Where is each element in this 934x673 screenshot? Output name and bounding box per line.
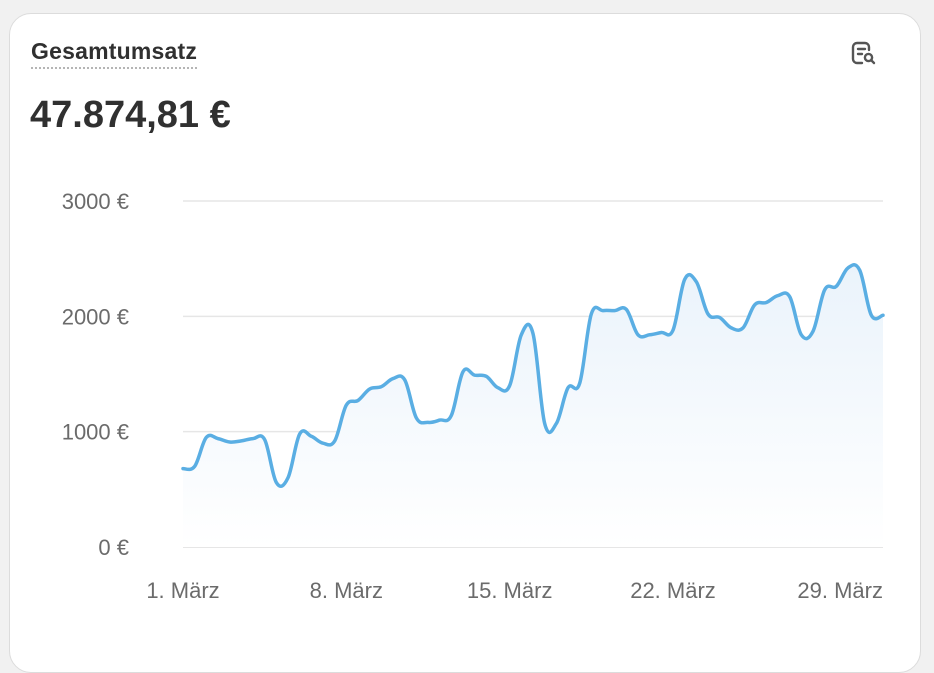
card-title[interactable]: Gesamtumsatz (31, 37, 198, 69)
x-tick-label: 8. März (310, 578, 383, 603)
y-tick-label: 3000 € (62, 189, 129, 214)
x-tick-label: 1. März (146, 578, 219, 603)
x-tick-label: 22. März (630, 578, 716, 603)
sales-chart: 0 € 1000 € 2000 € 3000 € 1. März 8. März 15. … (62, 189, 885, 603)
x-tick-label: 15. März (467, 578, 553, 603)
total-value: 47.874,81 € (30, 94, 231, 136)
y-tick-label: 0 € (98, 535, 129, 560)
x-tick-label: 29. März (797, 578, 883, 603)
y-tick-label: 1000 € (62, 420, 129, 445)
sales-line (181, 263, 885, 488)
report-search-button[interactable] (846, 36, 880, 70)
report-search-icon (851, 41, 876, 65)
sales-area-fill (183, 264, 883, 547)
y-tick-label: 2000 € (62, 304, 129, 329)
